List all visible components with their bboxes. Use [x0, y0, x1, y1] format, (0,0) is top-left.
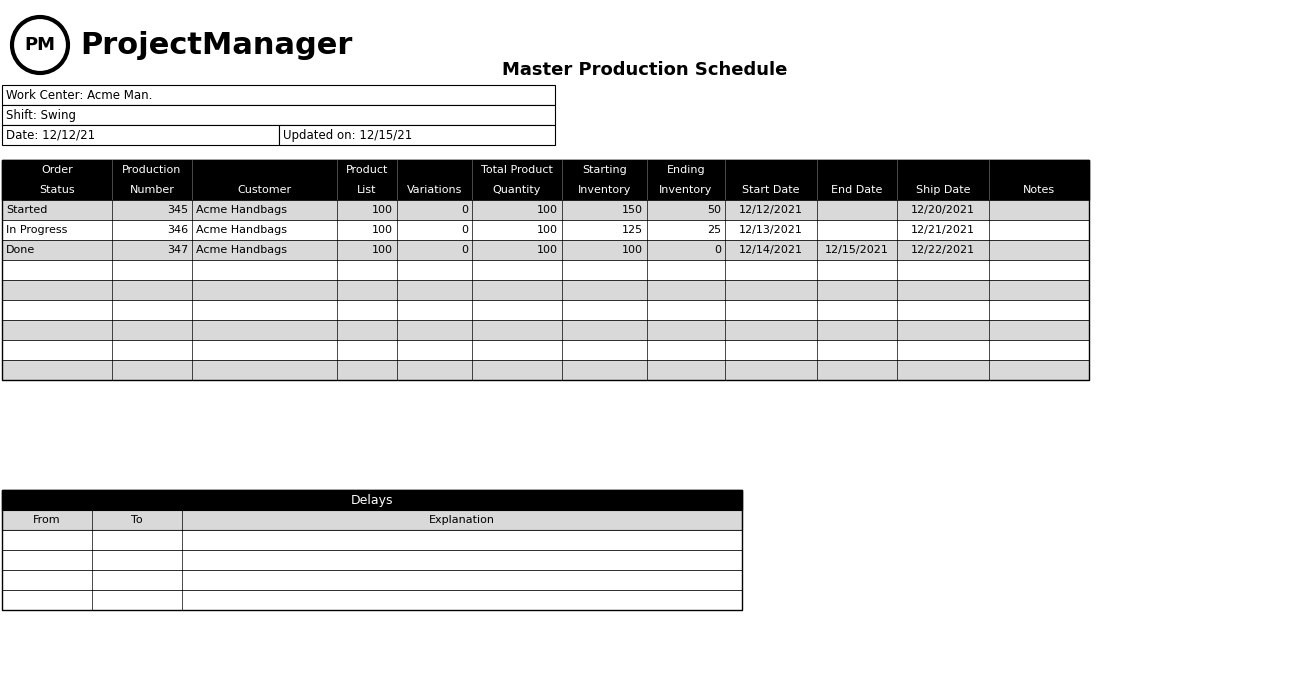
Text: PM: PM — [25, 36, 56, 54]
Text: 150: 150 — [622, 205, 643, 215]
Text: 100: 100 — [537, 225, 558, 235]
Text: Status: Status — [39, 185, 75, 195]
Bar — [279, 125, 555, 145]
Text: 345: 345 — [167, 205, 188, 215]
Text: 0: 0 — [461, 225, 469, 235]
Text: Done: Done — [6, 245, 35, 255]
Text: 25: 25 — [707, 225, 720, 235]
Text: Shift: Swing: Shift: Swing — [6, 108, 76, 121]
Text: Ship Date: Ship Date — [915, 185, 971, 195]
Text: 100: 100 — [622, 245, 643, 255]
Text: Total Product: Total Product — [482, 165, 553, 175]
Bar — [3, 550, 742, 570]
Text: List: List — [358, 185, 377, 195]
Bar — [3, 200, 1090, 220]
Bar — [3, 360, 1090, 380]
Text: Acme Handbags: Acme Handbags — [196, 225, 287, 235]
Text: Ending: Ending — [666, 165, 705, 175]
Text: 100: 100 — [372, 225, 392, 235]
Bar — [3, 510, 742, 530]
Text: To: To — [132, 515, 143, 525]
Bar — [3, 570, 742, 590]
Bar — [3, 490, 742, 510]
Bar — [3, 490, 742, 610]
Bar — [3, 160, 1090, 200]
Text: In Progress: In Progress — [6, 225, 67, 235]
Text: Customer: Customer — [238, 185, 292, 195]
Text: 346: 346 — [167, 225, 188, 235]
Bar — [3, 280, 1090, 300]
Text: 0: 0 — [714, 245, 720, 255]
Text: Delays: Delays — [351, 493, 394, 506]
Text: 0: 0 — [461, 205, 469, 215]
Text: 12/22/2021: 12/22/2021 — [911, 245, 975, 255]
Bar — [3, 340, 1090, 360]
Text: Acme Handbags: Acme Handbags — [196, 205, 287, 215]
Text: Starting: Starting — [582, 165, 627, 175]
Text: 125: 125 — [622, 225, 643, 235]
Text: Variations: Variations — [407, 185, 462, 195]
Text: From: From — [34, 515, 61, 525]
Text: Started: Started — [6, 205, 48, 215]
Bar — [3, 160, 1090, 380]
Text: Production: Production — [123, 165, 182, 175]
Text: 12/14/2021: 12/14/2021 — [738, 245, 803, 255]
Text: Start Date: Start Date — [742, 185, 799, 195]
Text: 12/13/2021: 12/13/2021 — [738, 225, 803, 235]
Text: Product: Product — [346, 165, 389, 175]
Text: Work Center: Acme Man.: Work Center: Acme Man. — [6, 88, 152, 101]
Text: 100: 100 — [537, 245, 558, 255]
Text: End Date: End Date — [831, 185, 883, 195]
Text: 12/21/2021: 12/21/2021 — [911, 225, 975, 235]
Bar — [3, 260, 1090, 280]
Bar — [3, 300, 1090, 320]
Text: Inventory: Inventory — [578, 185, 631, 195]
Text: Master Production Schedule: Master Production Schedule — [502, 61, 788, 79]
Bar — [3, 85, 555, 105]
Text: Order: Order — [41, 165, 72, 175]
Text: 100: 100 — [537, 205, 558, 215]
Bar — [3, 220, 1090, 240]
Text: Notes: Notes — [1022, 185, 1055, 195]
Text: ProjectManager: ProjectManager — [80, 31, 352, 60]
Bar — [3, 125, 279, 145]
Text: Date: 12/12/21: Date: 12/12/21 — [6, 129, 96, 142]
Text: 100: 100 — [372, 205, 392, 215]
Text: Explanation: Explanation — [429, 515, 494, 525]
Bar — [3, 105, 555, 125]
Bar — [3, 240, 1090, 260]
Text: Quantity: Quantity — [493, 185, 541, 195]
Bar — [3, 320, 1090, 340]
Text: Inventory: Inventory — [660, 185, 713, 195]
Text: Number: Number — [129, 185, 174, 195]
Text: 12/15/2021: 12/15/2021 — [825, 245, 889, 255]
Text: Updated on: 12/15/21: Updated on: 12/15/21 — [283, 129, 412, 142]
Bar — [3, 590, 742, 610]
Text: 0: 0 — [461, 245, 469, 255]
Text: 12/20/2021: 12/20/2021 — [911, 205, 975, 215]
Bar — [3, 530, 742, 550]
Text: 100: 100 — [372, 245, 392, 255]
Text: 347: 347 — [167, 245, 188, 255]
Text: Acme Handbags: Acme Handbags — [196, 245, 287, 255]
Text: 50: 50 — [707, 205, 720, 215]
Text: 12/12/2021: 12/12/2021 — [738, 205, 803, 215]
